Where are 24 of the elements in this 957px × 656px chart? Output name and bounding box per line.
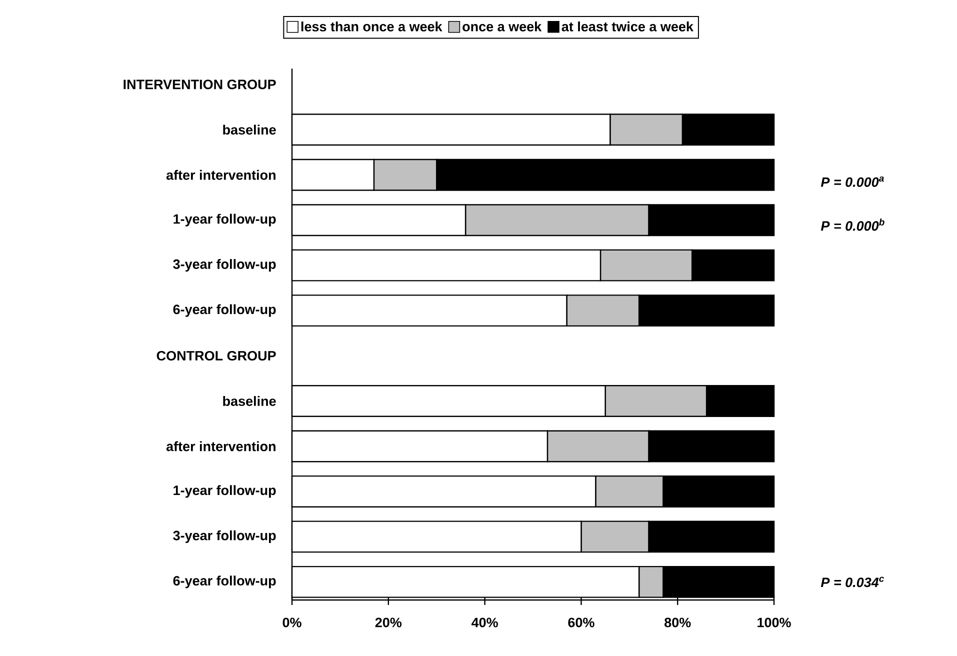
y-tick-label: CONTROL GROUP: [156, 351, 276, 361]
y-tick-label: 1-year follow-up: [174, 214, 276, 226]
x-tick-label: 0%: [282, 618, 302, 628]
y-tick-label: after intervention: [166, 170, 276, 180]
legend-label: once a week: [462, 21, 542, 32]
y-tick-label: baseline: [223, 124, 276, 135]
text: P = 0.000$^{a}$: [820, 176, 884, 187]
y-tick-label: 6-year follow-up: [173, 576, 276, 588]
x-tick-label: 80%: [664, 618, 691, 628]
text: P = 0.000$^{b}$: [820, 218, 884, 231]
y-tick-label: baseline: [223, 396, 276, 406]
y-tick-label: 3-year follow-up: [173, 259, 276, 272]
text: P = 0.034$^{c}$: [820, 576, 884, 588]
x-tick-label: 60%: [568, 618, 594, 628]
x-tick-label: 40%: [471, 618, 498, 628]
y-tick-label: after intervention: [166, 441, 276, 452]
y-tick-label: 1-year follow-up: [174, 485, 276, 498]
y-tick-label: 6-year follow-up: [173, 304, 276, 317]
x-tick-label: 100%: [758, 618, 791, 628]
legend-label: less than once a week: [301, 21, 442, 32]
y-tick-label: INTERVENTION GROUP: [124, 80, 276, 90]
legend-label: at least twice a week: [562, 21, 694, 32]
x-tick-label: 20%: [375, 618, 402, 628]
y-tick-label: 3-year follow-up: [173, 530, 276, 543]
